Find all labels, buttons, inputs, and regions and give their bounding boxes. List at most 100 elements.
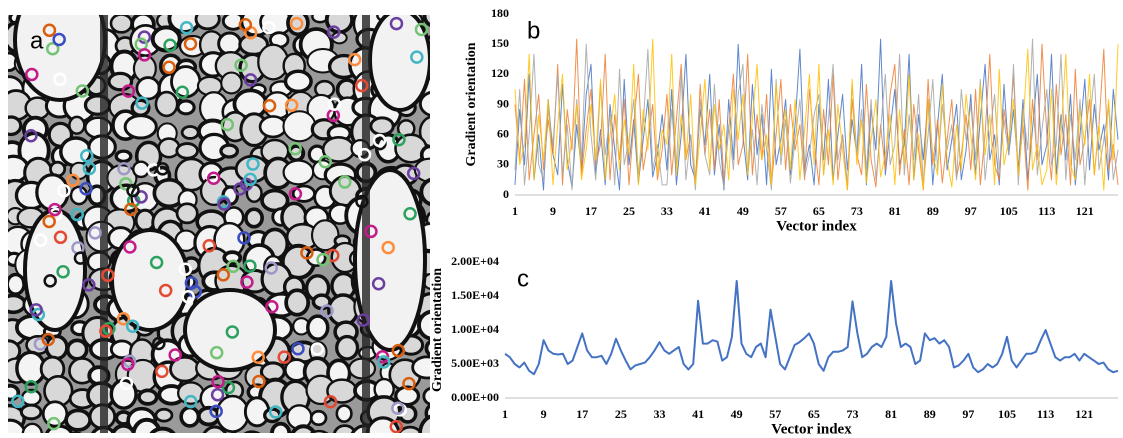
- keypoint: [82, 278, 96, 292]
- keypoint: [43, 274, 57, 288]
- keypoint: [137, 48, 152, 62]
- cell: [137, 388, 159, 406]
- keypoint: [391, 343, 406, 358]
- x-tick-label: 49: [737, 204, 749, 218]
- cell: [309, 409, 328, 427]
- cell: [290, 424, 317, 433]
- keypoint: [184, 394, 198, 409]
- keypoint: [116, 312, 131, 326]
- cell: [419, 177, 430, 207]
- x-tick-label: 57: [775, 204, 787, 218]
- x-tick-label: 1: [512, 204, 518, 218]
- keypoint: [277, 350, 291, 364]
- keypoint: [155, 364, 169, 379]
- keypoint: [220, 117, 235, 132]
- keypoint: [225, 325, 240, 339]
- keypoint: [323, 394, 338, 409]
- keypoint: [233, 182, 247, 196]
- keypoint: [29, 303, 43, 317]
- keypoint: [288, 187, 303, 201]
- x-tick-label: 33: [661, 204, 673, 218]
- y-tick-label: 150: [491, 36, 509, 50]
- cell: [132, 160, 150, 179]
- keypoint: [57, 183, 71, 198]
- cell: [175, 202, 199, 225]
- cell: [8, 418, 27, 433]
- keypoint: [179, 21, 194, 35]
- keypoint: [217, 197, 232, 211]
- keypoint: [135, 96, 149, 110]
- cell: [41, 400, 69, 428]
- cell: [107, 71, 134, 92]
- cell: [8, 272, 26, 296]
- x-tick-label: 97: [962, 407, 974, 421]
- keypoint: [202, 238, 216, 253]
- keypoint: [11, 394, 25, 409]
- x-tick-label: 49: [731, 407, 743, 421]
- cell: [64, 408, 93, 432]
- y-tick-label: 90: [497, 96, 509, 110]
- keypoint: [371, 276, 386, 291]
- keypoint: [389, 16, 404, 31]
- keypoint: [291, 341, 305, 356]
- keypoint: [320, 304, 334, 318]
- cell: [258, 115, 288, 139]
- cell: [230, 432, 238, 433]
- keypoint: [119, 177, 133, 191]
- keypoint: [377, 355, 391, 369]
- panel-label: b: [527, 17, 540, 44]
- cell: [244, 207, 264, 229]
- keypoint: [163, 38, 177, 53]
- keypoint: [265, 299, 279, 314]
- x-tick-label: 1: [502, 407, 508, 421]
- cell: [194, 15, 221, 31]
- cell: [335, 334, 360, 361]
- keypoint: [119, 376, 134, 391]
- keypoint: [300, 246, 314, 260]
- x-tick-label: 17: [585, 204, 597, 218]
- cell: [243, 430, 261, 433]
- cell: [175, 142, 199, 160]
- cell: [424, 339, 430, 358]
- keypoint: [327, 25, 341, 39]
- cell: [180, 125, 200, 140]
- x-tick-label: 33: [653, 407, 665, 421]
- y-tick-label: 5.00E+03: [451, 356, 499, 370]
- x-tick-label: 25: [623, 204, 635, 218]
- y-tick-label: 120: [491, 66, 509, 80]
- keypoint: [410, 50, 424, 64]
- keypoint: [82, 161, 97, 176]
- keypoint: [211, 374, 225, 389]
- keypoint: [25, 67, 39, 82]
- keypoint: [243, 259, 257, 273]
- cell: [333, 424, 357, 433]
- x-axis-title: Vector index: [771, 421, 852, 437]
- panel-label: c: [517, 265, 529, 292]
- keypoint: [381, 240, 395, 255]
- keypoint: [403, 207, 417, 221]
- keypoint: [73, 251, 88, 265]
- cell: [217, 31, 243, 56]
- keypoint: [184, 276, 199, 290]
- x-tick-label: 121: [1075, 407, 1093, 421]
- keypoint: [209, 345, 224, 360]
- cell: [422, 15, 430, 27]
- keypoint: [372, 133, 387, 148]
- cell: [282, 159, 315, 186]
- keypoint: [347, 52, 362, 67]
- keypoint: [318, 155, 333, 169]
- x-tick-label: 65: [808, 407, 820, 421]
- cell: [68, 115, 86, 135]
- keypoint: [246, 157, 260, 171]
- x-tick-label: 41: [692, 407, 704, 421]
- keypoint: [355, 194, 369, 209]
- keypoint: [327, 97, 342, 111]
- y-tick-label: 30: [497, 157, 509, 171]
- keypoint: [47, 416, 61, 431]
- cell: [135, 76, 161, 101]
- x-tick-label: 97: [965, 204, 977, 218]
- keypoint: [152, 336, 166, 351]
- x-tick-label: 105: [1000, 204, 1018, 218]
- cell: [154, 407, 174, 423]
- keypoint: [75, 84, 90, 98]
